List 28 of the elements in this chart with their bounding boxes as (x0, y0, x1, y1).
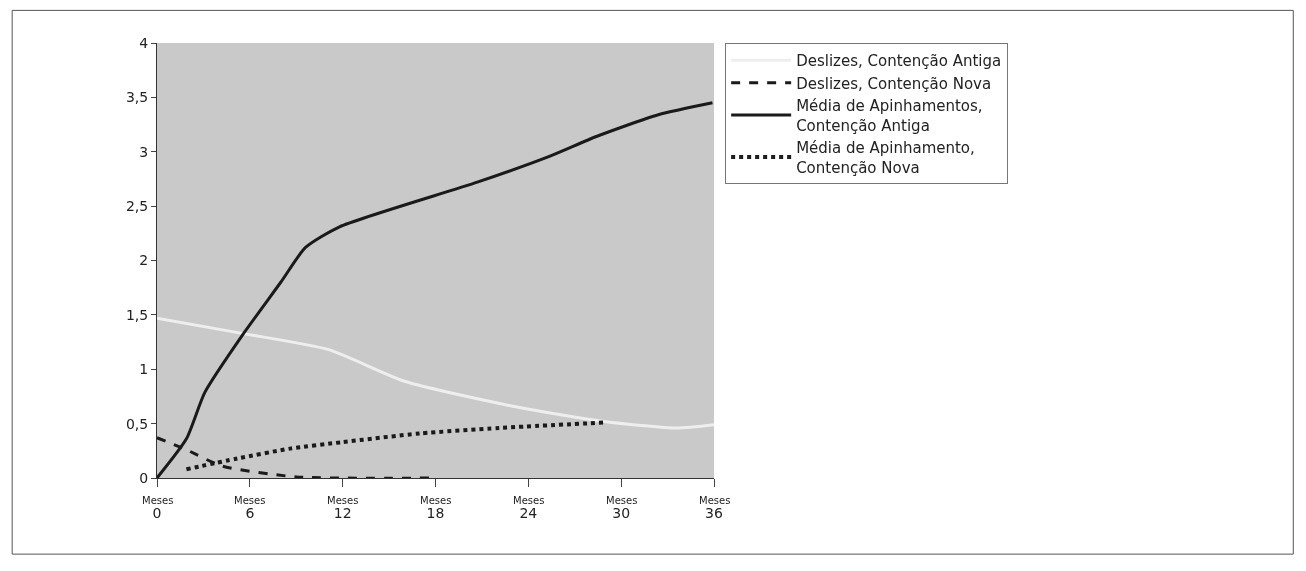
x-tick-label: 12 (333, 504, 352, 521)
legend-label: Deslizes, Contenção Nova (796, 74, 992, 93)
text: Meses (327, 495, 359, 506)
legend-label: Deslizes, Contenção Antiga (796, 52, 1002, 71)
text: Meses (420, 495, 452, 506)
y-tick-label: 3,5 (125, 89, 149, 106)
y-tick-label: 1 (139, 361, 149, 378)
text: Meses (606, 495, 638, 506)
y-tick-label: 2,5 (125, 198, 149, 215)
x-tick-label: 6 (245, 504, 255, 521)
y-tick-label: 4 (139, 34, 149, 51)
legend-label: Média de Apinhamentos, Contenção Antiga (796, 97, 983, 135)
y-tick-label: 1,5 (125, 306, 149, 323)
x-tick-label: 24 (519, 504, 538, 521)
y-tick-label: 2 (139, 252, 149, 269)
legend-label: Média de Apinhamento, Contenção Nova (796, 139, 975, 177)
y-tick-label: 3 (139, 143, 149, 160)
x-tick-label: 36 (705, 504, 723, 521)
line-series (157, 316, 714, 430)
text: Meses (142, 495, 174, 506)
text: Meses (513, 495, 545, 506)
text: Meses (234, 495, 266, 506)
x-tick-label: 0 (152, 504, 162, 521)
text: Meses (699, 495, 731, 506)
y-tick-label: 0,5 (125, 415, 149, 432)
x-tick-label: 18 (426, 504, 445, 521)
x-tick-label: 30 (612, 504, 631, 521)
y-tick-label: 0 (139, 469, 149, 486)
